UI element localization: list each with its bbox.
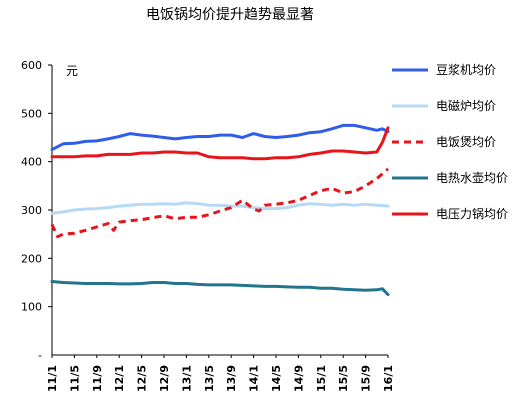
series-line-1: [50, 123, 390, 152]
x-tick-label: 15/1: [315, 365, 328, 392]
legend-label-4: 电热水壶均价: [436, 170, 508, 185]
x-tick-label: 11/1: [46, 365, 59, 392]
y-tick-label: 200: [21, 252, 42, 265]
legend-label-5: 电压力锅均价: [436, 206, 508, 221]
x-tick-label: 15/5: [337, 365, 350, 392]
series-line-5: [50, 126, 390, 161]
x-tick-label: 16/1: [382, 365, 395, 392]
y-unit-label: 元: [66, 64, 78, 78]
y-tick-label: 600: [21, 59, 42, 72]
legend-label-1: 豆浆机均价: [436, 62, 496, 77]
series-line-2: [50, 201, 390, 215]
axes: 100 200 300 400 500 600 - 元 11/1 11/5 11/9 12/1 12/5…: [21, 59, 395, 392]
x-tick-label: 14/5: [270, 365, 283, 392]
y-tick-label: 100: [21, 301, 42, 314]
x-tick-label: 13/5: [203, 365, 216, 392]
x-tick-label: 12/9: [158, 365, 171, 392]
x-tick-label: 15/9: [360, 365, 373, 392]
x-tick-label: 12/1: [113, 365, 126, 392]
x-tick-label: 13/9: [225, 365, 238, 392]
x-tick-label: 14/9: [292, 365, 305, 392]
legend-label-3: 电饭煲均价: [436, 134, 496, 149]
legend-label-2: 电磁炉均价: [436, 98, 496, 113]
x-tick-label: 11/9: [91, 365, 104, 392]
y-tick-label: 500: [21, 107, 42, 120]
x-tick-label: 11/5: [68, 365, 81, 392]
chart-title: 电饭锅均价提升趋势最显著: [146, 7, 314, 23]
y-tick-label: 400: [21, 156, 42, 169]
y-tick-label: 300: [21, 204, 42, 217]
series-layer: [50, 123, 390, 297]
series-line-3: [50, 167, 389, 239]
series-line-4: [50, 280, 390, 297]
y-zero-label: -: [38, 349, 42, 362]
x-tick-label: 13/1: [180, 365, 193, 392]
x-tick-label: 12/5: [136, 365, 149, 392]
x-tick-label: 14/1: [248, 365, 261, 392]
